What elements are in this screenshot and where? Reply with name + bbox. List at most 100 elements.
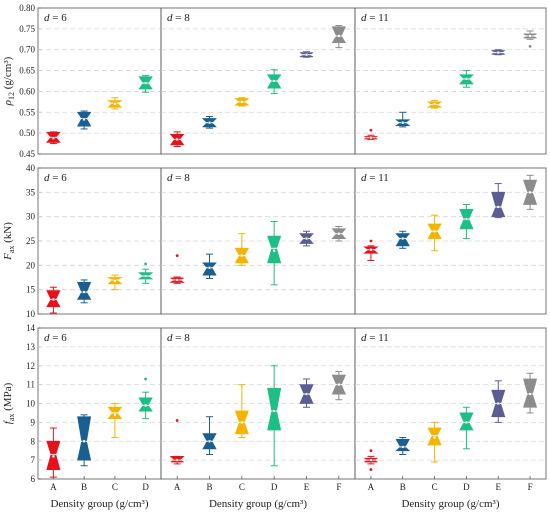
outlier-point xyxy=(175,254,179,257)
panel-force-d11: d = 11 xyxy=(354,167,547,315)
x-tick-label: A xyxy=(50,482,57,492)
panel-label-var: d xyxy=(44,172,50,184)
y-axis-title-subscript: ax xyxy=(7,246,16,254)
y-tick-label: 10 xyxy=(26,399,36,409)
mean-marker xyxy=(82,290,86,294)
box-A xyxy=(46,131,61,145)
mean-marker xyxy=(240,420,244,424)
box-B xyxy=(394,111,411,128)
y-tick-label: 35 xyxy=(26,187,36,197)
mean-marker xyxy=(496,402,500,406)
y-axis-title-main: f xyxy=(2,419,14,424)
box-C xyxy=(426,100,443,109)
mean-marker xyxy=(240,254,244,258)
panel-label-value: = 11 xyxy=(367,12,389,24)
box-C xyxy=(106,274,123,291)
mean-marker xyxy=(433,102,437,106)
mean-marker xyxy=(305,392,309,396)
outlier-point xyxy=(369,128,373,132)
box-C xyxy=(427,421,442,463)
box-C xyxy=(427,214,442,252)
mean-marker xyxy=(144,81,148,85)
box-A xyxy=(46,427,61,478)
x-tick-label: F xyxy=(528,482,533,492)
box-B xyxy=(395,436,411,455)
mean-marker xyxy=(272,409,276,413)
panel-label: d = 6 xyxy=(44,332,67,344)
x-tick-label: C xyxy=(239,482,245,492)
y-tick-label: 30 xyxy=(26,212,36,222)
y-tick-label: 40 xyxy=(26,163,36,173)
panel-strength-d6: d = 6 A B C D xyxy=(37,327,162,492)
mean-marker xyxy=(175,137,179,141)
panel-label: d = 8 xyxy=(167,12,190,24)
mean-marker xyxy=(82,117,86,121)
panel-label-var: d xyxy=(361,332,367,344)
row-density: ρ12 (g/cm³) 0.45 0.50 0.55 0.60 0.65 0.70 0.75 0… xyxy=(2,3,547,159)
box-A xyxy=(169,131,185,147)
mean-marker xyxy=(175,458,179,462)
box-F xyxy=(523,372,538,414)
mean-marker xyxy=(207,439,211,443)
box-C xyxy=(234,384,249,438)
panel-density-d11: d = 11 xyxy=(354,7,547,155)
y-tick-label: 8 xyxy=(31,436,36,446)
panels-layer: ρ12 (g/cm³)0.450.500.550.600.650.700.750… xyxy=(2,3,547,492)
box-D xyxy=(267,365,282,467)
box-F xyxy=(331,25,347,49)
x-tick-label: B xyxy=(400,482,406,492)
y-axis-title: ρ12 (g/cm³) xyxy=(2,56,16,106)
mean-marker xyxy=(369,248,373,252)
box-F xyxy=(331,370,346,401)
mean-marker xyxy=(240,100,244,104)
x-tick-label: B xyxy=(206,482,212,492)
panel-label: d = 8 xyxy=(167,332,190,344)
panel-label-value: = 8 xyxy=(173,172,191,184)
box-E xyxy=(491,183,506,219)
panel-density-d8: d = 8 xyxy=(160,7,356,155)
x-tick-label: C xyxy=(112,482,118,492)
mean-marker xyxy=(496,51,500,55)
mean-marker xyxy=(113,102,117,106)
y-tick-label: 12 xyxy=(26,361,35,371)
panel-frame xyxy=(354,7,547,155)
panel-label-var: d xyxy=(167,12,173,24)
panel-label: d = 6 xyxy=(44,12,67,24)
y-axis-title-subscript: ax xyxy=(7,414,16,422)
mean-marker xyxy=(433,229,437,233)
panel-label: d = 11 xyxy=(361,12,389,24)
box-E xyxy=(299,230,314,247)
y-axis-title-main: ρ xyxy=(2,100,14,106)
box-E xyxy=(491,380,506,423)
panel-label-value: = 8 xyxy=(173,332,191,344)
box-D xyxy=(137,262,154,284)
outlier-point xyxy=(369,468,373,471)
outlier-point xyxy=(369,449,373,453)
box-D xyxy=(138,75,153,93)
mean-marker xyxy=(207,121,211,125)
x-tick-label: D xyxy=(142,482,149,492)
y-axis-title: Fax (kN) xyxy=(2,222,16,261)
y-tick-label: 0.45 xyxy=(19,149,35,159)
box-A xyxy=(363,239,379,261)
panel-force-d8: d = 8 xyxy=(160,167,356,315)
panel-label-value: = 11 xyxy=(367,332,389,344)
mean-marker xyxy=(528,190,532,194)
box-A xyxy=(169,254,186,284)
panel-label-value: = 11 xyxy=(367,172,389,184)
box-C xyxy=(234,97,250,107)
mean-marker xyxy=(528,34,532,38)
panel-label-value: = 6 xyxy=(50,12,68,24)
x-tick-label: A xyxy=(174,482,181,492)
y-axis-title-main: F xyxy=(2,253,14,261)
y-tick-label: 13 xyxy=(26,342,36,352)
y-tick-label: 6 xyxy=(31,474,36,484)
mean-marker xyxy=(369,458,373,462)
box-F xyxy=(523,30,537,48)
mean-marker xyxy=(337,34,341,38)
box-E xyxy=(491,49,505,56)
box-F xyxy=(331,225,347,242)
y-tick-label: 10 xyxy=(26,309,36,319)
mean-marker xyxy=(464,217,468,221)
